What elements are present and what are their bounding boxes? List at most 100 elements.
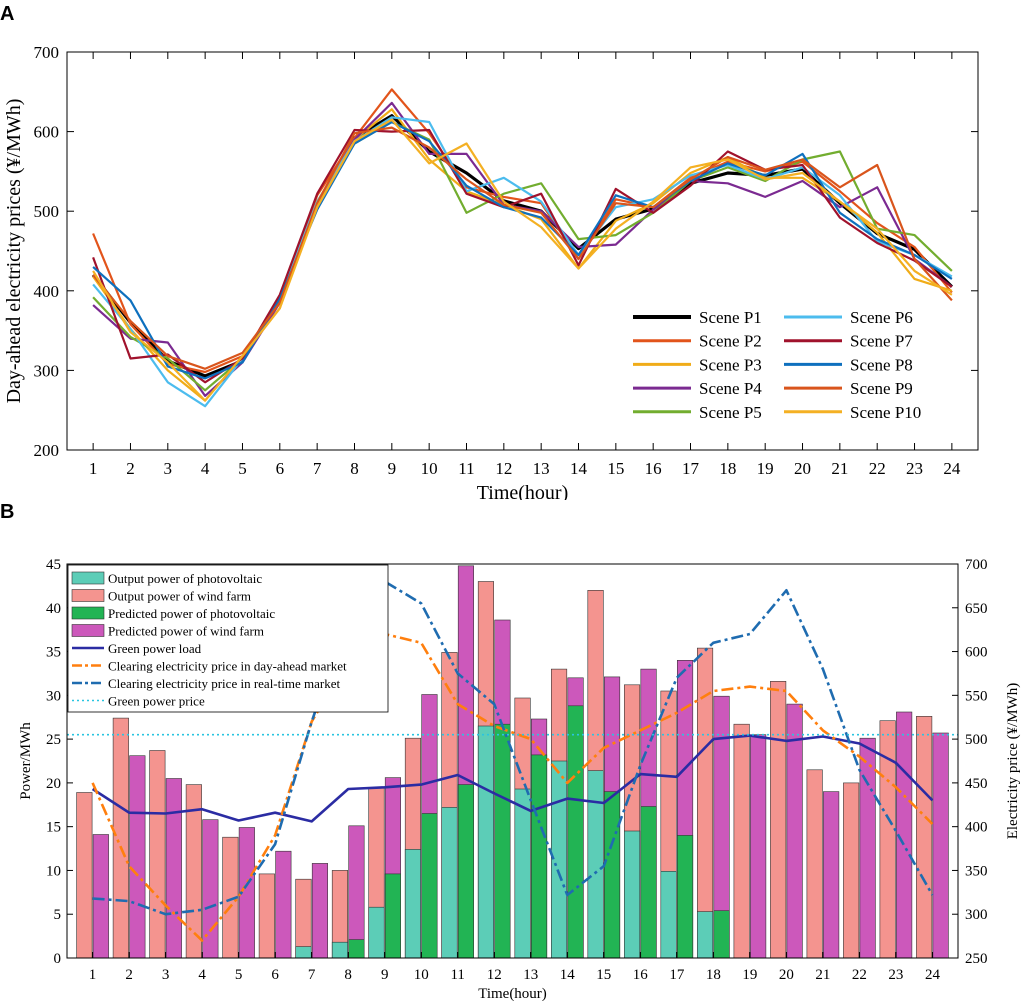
legend-b-swatch-bar-0: [71, 589, 105, 602]
bar: [92, 834, 109, 958]
bar: [713, 910, 730, 958]
x-tick-label-a: 19: [757, 459, 774, 478]
y-tick-label-b-right: 600: [965, 645, 988, 661]
bar: [567, 705, 584, 958]
legend-b-label-bar-3: Predicted power of photovoltaic: [108, 606, 275, 621]
legend-a-label-4: Scene P4: [699, 379, 762, 398]
x-tick-label-b: 20: [779, 967, 794, 983]
line-group-1: [91, 632, 934, 942]
x-tick-label-b: 8: [344, 967, 352, 983]
bar: [733, 723, 750, 958]
x-tick-label-a: 24: [943, 459, 961, 478]
x-tick-label-a: 22: [869, 459, 886, 478]
legend-b-label-bar-2: Predicted power of wind farm: [108, 624, 264, 639]
y-tick-label-b-left: 45: [46, 557, 61, 573]
x-axis-label-a: Time(hour): [477, 482, 568, 500]
legend-a-label-9: Scene P9: [850, 379, 913, 398]
bar: [348, 825, 365, 958]
y-tick-label-a: 600: [34, 123, 60, 142]
bar: [859, 737, 876, 958]
x-tick-label-b: 7: [308, 967, 316, 983]
y-tick-label-b-left: 10: [46, 863, 61, 879]
x-tick-label-b: 24: [925, 967, 941, 983]
y-tick-label-a: 700: [34, 43, 60, 62]
x-tick-label-b: 13: [523, 967, 538, 983]
x-tick-label-b: 11: [450, 967, 464, 983]
legend-a: Scene P1 Scene P2 Scene P3 Scene P4 Scene P5…: [623, 302, 945, 430]
x-tick-label-a: 20: [794, 459, 811, 478]
y-tick-label-b-left: 5: [54, 907, 62, 923]
legend-b-label-bar-0: Output power of wind farm: [108, 589, 251, 604]
bar: [843, 782, 860, 958]
y-tick-label-b-left: 35: [46, 645, 61, 661]
bar: [258, 873, 275, 958]
bar: [457, 784, 475, 958]
x-tick-label-a: 2: [126, 459, 135, 478]
x-tick-label-b: 2: [125, 967, 133, 983]
bar: [238, 827, 255, 958]
x-tick-label-b: 17: [669, 967, 685, 983]
bar: [640, 806, 657, 958]
x-tick-label-a: 9: [388, 459, 397, 478]
bar: [696, 647, 714, 958]
line-group-0: [91, 734, 934, 823]
bar: [165, 778, 182, 958]
x-tick-label-a: 13: [533, 459, 550, 478]
legend-b: Output power of photovoltaic Output power…: [67, 564, 389, 713]
y-tick-label-b-right: 350: [965, 863, 988, 879]
y-tick-label-b-right: 550: [965, 688, 988, 704]
x-tick-label-a: 3: [164, 459, 173, 478]
x-tick-label-b: 10: [414, 967, 429, 983]
bar: [477, 725, 495, 958]
legend-b-box: [67, 564, 389, 713]
y-tick-label-b-right: 250: [965, 951, 988, 967]
y-tick-label-b-right: 650: [965, 601, 988, 617]
y-tick-label-b-right: 300: [965, 907, 988, 923]
y-tick-label-b-left: 30: [46, 688, 61, 704]
x-tick-label-a: 6: [276, 459, 285, 478]
legend-a-label-8: Scene P8: [850, 355, 913, 374]
y-tick-label-b-left: 0: [54, 951, 62, 967]
series-line-b-0: [91, 734, 934, 823]
bar: [823, 791, 840, 958]
bar: [331, 941, 349, 958]
x-tick-label-b: 19: [742, 967, 757, 983]
plot-frame-b: [66, 563, 959, 959]
bar: [786, 703, 803, 958]
x-tick-label-b: 3: [162, 967, 170, 983]
x-tick-label-a: 23: [906, 459, 923, 478]
x-tick-label-b: 18: [706, 967, 721, 983]
bar: [530, 754, 548, 958]
legend-a-box: [623, 302, 945, 430]
legend-b-swatch-bar-1: [71, 571, 105, 585]
x-tick-label-b: 12: [487, 967, 502, 983]
bar: [932, 732, 949, 958]
y-tick-label-b-left: 40: [46, 601, 61, 617]
panel-label-a: A: [0, 3, 14, 25]
series-line-scene-p9: [92, 126, 953, 370]
y-tick-label-b-right: 700: [965, 557, 988, 573]
bar: [587, 770, 604, 958]
bar: [222, 836, 239, 958]
y-tick-label-b-right: 450: [965, 776, 988, 792]
legend-b-swatch-bar-3: [71, 606, 105, 620]
bar: [806, 769, 823, 958]
y-axis-label-b-right: Electricity price (¥/MWh): [1005, 683, 1021, 840]
x-tick-label-a: 16: [645, 459, 662, 478]
bar: [494, 723, 511, 958]
plot-frame-a: [66, 51, 979, 451]
bar: [696, 911, 714, 958]
bar: [879, 720, 896, 958]
y-tick-label-a: 200: [34, 441, 60, 460]
bar: [676, 835, 694, 958]
x-tick-label-a: 4: [201, 459, 210, 478]
x-tick-label-b: 1: [89, 967, 97, 983]
bar: [202, 819, 219, 958]
x-tick-label-a: 10: [421, 459, 438, 478]
bar: [149, 750, 166, 958]
y-tick-label-b-left: 25: [46, 732, 61, 748]
x-tick-label-b: 5: [235, 967, 243, 983]
bar: [295, 878, 312, 958]
series-line-scene-p10: [92, 118, 953, 402]
